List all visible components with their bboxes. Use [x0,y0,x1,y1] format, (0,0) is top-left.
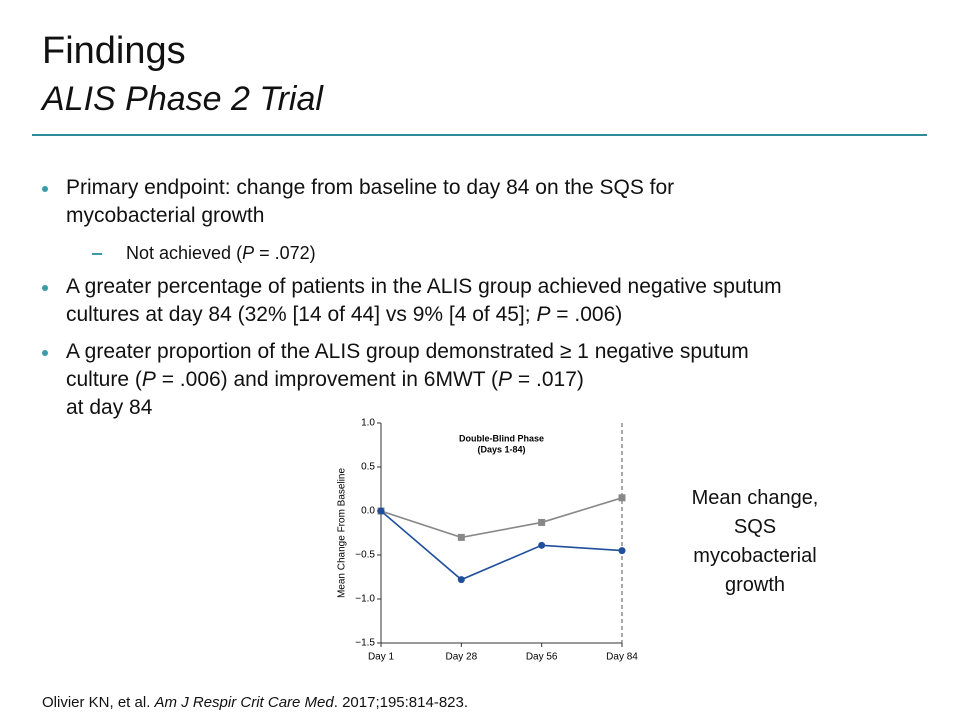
y-tick-label: 0.5 [361,462,375,473]
y-tick-label: −1.5 [355,638,375,649]
text-segment: culture ( [66,368,142,391]
bullet-line: culture (P = .006) and improvement in 6M… [66,366,584,394]
slide-title: Findings [42,30,186,72]
chart: −1.5 −1.0 −0.5 0.0 0.5 1.0 Day 1 Day 28 Day 56 Da… [337,418,639,663]
series-line [380,497,623,539]
x-tick-label: Day 84 [606,652,638,663]
text-segment: P [536,303,551,326]
text-segment: Am J Respir Crit Care Med [154,694,334,711]
text-segment: cultures at day 84 (32% [14 of 44] vs 9%… [66,303,537,326]
slide-subtitle: ALIS Phase 2 Trial [42,80,323,118]
x-tick-label: Day 28 [445,652,477,663]
marker [538,541,546,549]
text-segment: A greater percentage of patients in the … [66,275,782,298]
text-segment: = .017) [512,368,584,391]
series-line [380,510,623,581]
text-segment: . 2017;195:814-823. [333,694,469,711]
chart-annotation: (Days 1-84) [477,444,525,454]
bullet-line: at day 84 [66,394,152,422]
marker [457,533,465,541]
marker [618,547,626,555]
bullet-line: A greater percentage of patients in the … [66,273,782,301]
citation: Olivier KN, et al. Am J Respir Crit Care… [42,694,468,711]
bullet-dot [42,350,48,356]
bullet-dot [42,186,48,192]
text-segment: Primary endpoint: change from baseline t… [66,176,675,199]
text-segment: P [242,243,255,263]
title-rule [32,134,927,136]
x-tick-label: Day 56 [526,652,558,663]
text-segment: P [141,368,156,391]
x-tick-label: Day 1 [368,652,395,663]
y-tick-label: −0.5 [355,550,375,561]
text-segment: A greater proportion of the ALIS group d… [66,340,749,363]
marker [457,576,465,584]
text-segment: mycobacterial growth [66,204,265,227]
marker [538,518,546,526]
text-segment: Not achieved ( [126,243,243,263]
marker [618,494,626,502]
caption-line: SQS [733,516,777,538]
caption-line: mycobacterial [693,545,817,567]
y-tick-label: −1.0 [355,594,375,605]
bullet-line: A greater proportion of the ALIS group d… [66,338,749,366]
side-caption: Mean change, SQS mycobacterial growth [660,484,850,600]
text-segment: = .072) [254,243,316,263]
text-segment: = .006) [550,303,623,326]
bullet-line: cultures at day 84 (32% [14 of 44] vs 9%… [66,301,622,329]
bullet-dash [92,253,102,255]
chart-annotation: Double-Blind Phase [459,433,544,443]
text-segment: P [498,368,513,391]
text-segment: Olivier KN, et al. [42,694,155,711]
y-axis-label: Mean Change From Baseline [337,468,348,599]
caption-line: growth [724,574,786,596]
caption-line: Mean change, [691,487,819,509]
y-tick-label: 1.0 [361,418,375,429]
y-tick-label: 0.0 [361,506,375,517]
bullet-dot [42,285,48,291]
bullet-line: mycobacterial growth [66,202,264,230]
text-segment: = .006) and improvement in 6MWT ( [155,368,499,391]
bullet-line: Not achieved (P = .072) [126,239,316,267]
text-segment: at day 84 [66,396,153,419]
bullet-line: Primary endpoint: change from baseline t… [66,174,674,202]
marker [377,507,385,515]
